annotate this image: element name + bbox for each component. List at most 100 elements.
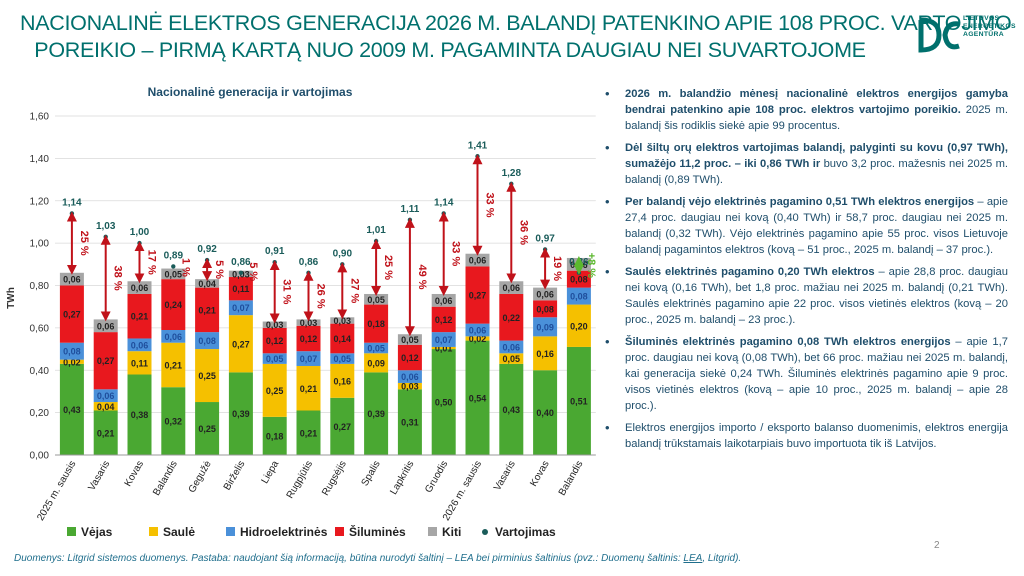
- bar-segment-šiluminės: [431, 306, 456, 333]
- bullet-list: 2026 m. balandžio mėnesį nacionalinė ele…: [603, 86, 1008, 458]
- consumption-point: [306, 270, 311, 275]
- bar-value-label: 0,05: [334, 354, 352, 364]
- bar-segment-šiluminės: [195, 287, 220, 333]
- bar-segment-vėjas: [296, 410, 321, 455]
- bar-segment-vėjas: [465, 340, 490, 455]
- gap-percent-label: 1 %: [179, 258, 191, 277]
- bar-segment-saulė: [397, 382, 422, 390]
- bar-segment-saulė: [533, 336, 558, 371]
- bar-value-label: 0,06: [536, 289, 554, 299]
- bar-value-label: 0,08: [570, 275, 588, 285]
- bar-value-label: 0,12: [401, 353, 419, 363]
- consumption-point: [340, 262, 345, 267]
- legend-label: Šiluminės: [349, 524, 406, 539]
- x-tick-label: Kovas: [528, 459, 551, 489]
- bar-value-label: 0,06: [131, 283, 149, 293]
- bullet-text: 2025 m. balandį šis rodiklis siekė apie …: [625, 104, 1008, 132]
- gap-percent-label: 26 %: [315, 284, 327, 309]
- y-tick-label: 1,40: [30, 154, 50, 165]
- bar-segment-saulė: [296, 366, 321, 411]
- bar-value-label: 0,31: [401, 418, 419, 428]
- bar-value-label: 0,07: [435, 335, 453, 345]
- bar-segment-šiluminės: [228, 277, 253, 301]
- bullet-text: buvo 3,2 proc. mažesnis nei 2025 m. bala…: [625, 158, 1008, 186]
- bar-value-label: 0,07: [300, 354, 318, 364]
- bar-segment-hidroelektrinės: [364, 342, 389, 354]
- bar-value-label: 0,11: [232, 284, 249, 294]
- bar-segment-hidroelektrinės: [330, 353, 355, 364]
- bar-value-label: 0,14: [334, 334, 352, 344]
- bar-value-label: 0,21: [198, 305, 216, 315]
- consumption-label: 0,91: [265, 246, 285, 257]
- bar-value-label: 0,51: [570, 396, 588, 406]
- bar-segment-kiti: [465, 253, 490, 267]
- consumption-point: [272, 259, 277, 265]
- gap-percent-label: +8 %: [585, 253, 597, 279]
- bar-segment-šiluminės: [59, 285, 84, 343]
- legend-marker: [482, 529, 488, 535]
- footer-text: Duomenys: Litgrid sistemos duomenys. Pas…: [14, 553, 684, 564]
- bar-value-label: 0,21: [97, 428, 115, 438]
- bar-value-label: 0,43: [503, 405, 521, 415]
- bar-value-label: 0,27: [232, 339, 250, 349]
- bar-value-label: 0,03: [334, 316, 352, 326]
- y-tick-label: 0,00: [30, 451, 50, 462]
- bar-value-label: 0,06: [469, 256, 487, 266]
- consumption-point: [475, 154, 480, 159]
- y-tick-label: 0,80: [30, 281, 50, 292]
- page-number: 2: [934, 540, 940, 551]
- bar-value-label: 0,16: [334, 376, 352, 386]
- bar-value-label: 0,09: [367, 358, 385, 368]
- bar-value-label: 0,08: [63, 347, 81, 357]
- consumption-point: [509, 181, 514, 186]
- consumption-label: 1,01: [366, 225, 386, 236]
- gap-percent-label: 5 %: [247, 262, 259, 281]
- bullet-bold-text: Dėl šiltų orų elektros vartojimas baland…: [625, 142, 1008, 170]
- bar-segment-hidroelektrinės: [161, 329, 186, 343]
- bar-segment-kiti: [93, 319, 118, 333]
- gap-percent-label: 36 %: [517, 220, 529, 245]
- bar-value-label: 0,04: [198, 279, 216, 289]
- bar-segment-kiti: [533, 287, 558, 301]
- consumption-point: [576, 270, 582, 275]
- bar-value-label: 0,25: [198, 424, 216, 434]
- bullet-item: 2026 m. balandžio mėnesį nacionalinė ele…: [603, 86, 1008, 134]
- y-tick-label: 1,60: [30, 112, 50, 123]
- legend-marker: [335, 527, 344, 536]
- bar-segment-šiluminės: [127, 293, 152, 339]
- x-tick-label: Gegužė: [187, 459, 214, 495]
- bar-segment-vėjas: [499, 363, 524, 455]
- bar-segment-vėjas: [262, 416, 287, 455]
- bar-segment-šiluminės: [364, 304, 389, 343]
- consumption-point: [542, 247, 548, 252]
- consumption-point: [407, 217, 413, 223]
- bar-value-label: 0,03: [401, 382, 419, 392]
- consumption-label: 0,89: [164, 250, 184, 261]
- bar-value-label: 0,06: [435, 296, 453, 306]
- title-line-2: POREIKIO – PIRMĄ KARTĄ NUO 2009 M. PAGAM…: [34, 38, 866, 62]
- bullet-bold-text: 2026 m. balandžio mėnesį nacionalinė ele…: [625, 88, 1008, 116]
- bar-segment-kiti: [195, 279, 220, 288]
- legend-label: Vėjas: [81, 525, 113, 539]
- bar-segment-saulė: [499, 353, 524, 364]
- bar-value-label: 0,38: [131, 410, 149, 420]
- bar-value-label: 0,05: [266, 354, 284, 364]
- bar-segment-saulė: [228, 315, 253, 373]
- legend-marker: [428, 527, 437, 536]
- bar-value-label: 0,05: [367, 295, 385, 305]
- bar-value-label: 0,21: [300, 428, 318, 438]
- logo: [918, 17, 960, 53]
- footer-link[interactable]: LEA: [683, 553, 703, 564]
- gap-percent-label: 5 %: [213, 260, 225, 279]
- bar-value-label: 0,27: [63, 310, 81, 320]
- chart: Nacionalinė generacija ir vartojimas TWh 0…: [6, 85, 597, 539]
- bar-segment-vėjas: [161, 387, 186, 455]
- bar-segment-hidroelektrinės: [499, 340, 524, 354]
- bar-segment-šiluminės: [499, 293, 524, 341]
- consumption-label: 1,03: [96, 221, 116, 232]
- bar-segment-kiti: [397, 334, 422, 345]
- bar-value-label: 0,27: [97, 356, 115, 366]
- bar-value-label: 0,05: [367, 344, 385, 354]
- bar-value-label: 0,32: [165, 417, 183, 427]
- bullet-bold-text: Per balandį vėjo elektrinės pagamino 0,5…: [625, 196, 975, 208]
